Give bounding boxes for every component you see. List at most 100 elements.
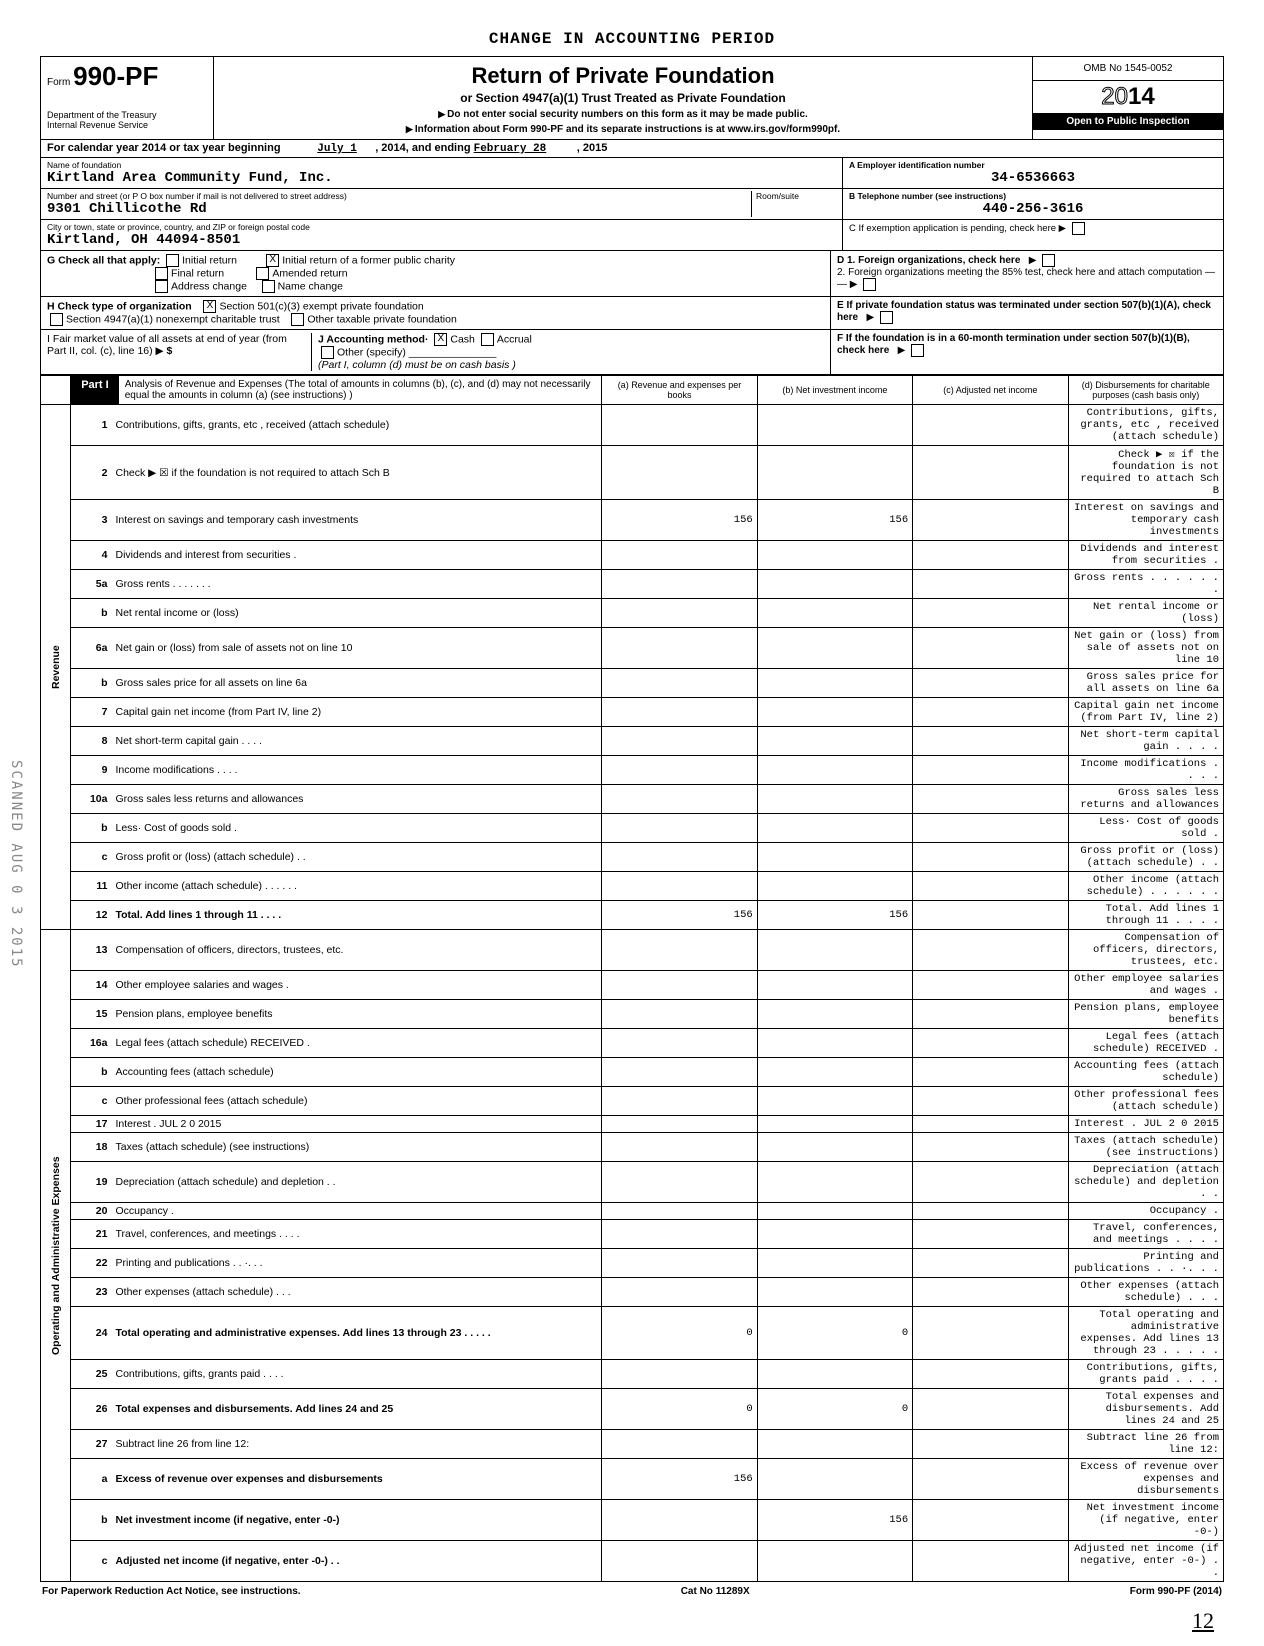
value-col-b [757, 1000, 912, 1029]
value-col-a [602, 1087, 757, 1116]
line-desc: Other expenses (attach schedule) . . . [111, 1278, 601, 1307]
value-col-c [913, 1389, 1068, 1430]
h-4947[interactable] [50, 313, 63, 326]
line-number: 4 [71, 541, 112, 570]
addr-label: Number and street (or P O box number if … [47, 191, 751, 201]
value-col-c [913, 1459, 1068, 1500]
line-number: 22 [71, 1249, 112, 1278]
value-col-c [913, 843, 1068, 872]
value-col-a [602, 785, 757, 814]
value-col-a [602, 1360, 757, 1389]
value-col-d: Compensation of officers, directors, tru… [1068, 930, 1223, 971]
value-col-a [602, 698, 757, 727]
line-desc: Legal fees (attach schedule) RECEIVED . [111, 1029, 601, 1058]
value-col-d: Interest . JUL 2 0 2015 [1068, 1116, 1223, 1133]
value-col-a: 156 [602, 500, 757, 541]
line-number: b [71, 814, 112, 843]
line-number: 14 [71, 971, 112, 1000]
value-col-c [913, 1000, 1068, 1029]
g-final-return[interactable] [155, 267, 168, 280]
line-number: 25 [71, 1360, 112, 1389]
value-col-c [913, 1116, 1068, 1133]
line-number: 20 [71, 1203, 112, 1220]
value-col-a [602, 727, 757, 756]
line-number: 23 [71, 1278, 112, 1307]
value-col-a: 0 [602, 1389, 757, 1430]
g-name-change[interactable] [262, 280, 275, 293]
d2-checkbox[interactable] [863, 278, 876, 291]
page-number-handwritten: 12 [1192, 1608, 1214, 1634]
value-col-d: Accounting fees (attach schedule) [1068, 1058, 1223, 1087]
form-header: Form 990-PF Department of the Treasury I… [40, 56, 1224, 139]
value-col-a [602, 669, 757, 698]
value-col-b [757, 756, 912, 785]
line-desc: Travel, conferences, and meetings . . . … [111, 1220, 601, 1249]
value-col-b: 156 [757, 1500, 912, 1541]
line-number: 19 [71, 1162, 112, 1203]
line-number: 2 [71, 446, 112, 500]
side-label-revenue: Revenue [41, 405, 71, 930]
value-col-c [913, 1307, 1068, 1360]
line-number: 16a [71, 1029, 112, 1058]
g-initial-return[interactable] [166, 254, 179, 267]
scanned-stamp-side: SCANNED AUG 0 3 2015 [8, 760, 24, 969]
col-d-header: (d) Disbursements for charitable purpose… [1068, 376, 1223, 405]
foundation-name: Kirtland Area Community Fund, Inc. [47, 170, 836, 186]
footer-right: Form 990-PF (2014) [1130, 1586, 1222, 1597]
value-col-c [913, 930, 1068, 971]
value-col-c [913, 669, 1068, 698]
d1-checkbox[interactable] [1042, 254, 1055, 267]
value-col-a [602, 814, 757, 843]
value-col-d: Pension plans, employee benefits [1068, 1000, 1223, 1029]
line-desc: Contributions, gifts, grants paid . . . … [111, 1360, 601, 1389]
row-ij: I Fair market value of all assets at end… [40, 329, 1224, 375]
line-number: c [71, 1087, 112, 1116]
form-number: Form 990-PF [47, 61, 207, 92]
value-col-a: 156 [602, 901, 757, 930]
value-col-b [757, 405, 912, 446]
value-col-c [913, 1249, 1068, 1278]
value-col-d: Other employee salaries and wages . [1068, 971, 1223, 1000]
ein-label: A Employer identification number [849, 160, 1217, 170]
value-col-b [757, 570, 912, 599]
part1-label: Part I [71, 376, 119, 404]
value-col-a [602, 1220, 757, 1249]
value-col-c [913, 500, 1068, 541]
e-checkbox[interactable] [880, 311, 893, 324]
line-number: 6a [71, 628, 112, 669]
row-h: H Check type of organization XSection 50… [40, 296, 1224, 329]
line-number: 5a [71, 570, 112, 599]
j-cash[interactable]: X [434, 333, 447, 346]
value-col-a [602, 405, 757, 446]
line-number: b [71, 1500, 112, 1541]
value-col-d: Total expenses and disbursements. Add li… [1068, 1389, 1223, 1430]
value-col-a [602, 872, 757, 901]
value-col-c [913, 1430, 1068, 1459]
f-checkbox[interactable] [911, 344, 924, 357]
value-col-d: Less· Cost of goods sold . [1068, 814, 1223, 843]
line-number: a [71, 1459, 112, 1500]
value-col-d: Other income (attach schedule) . . . . .… [1068, 872, 1223, 901]
line-desc: Total operating and administrative expen… [111, 1307, 601, 1360]
h-other[interactable] [291, 313, 304, 326]
g-former-public[interactable]: X [266, 254, 279, 267]
value-col-a [602, 1249, 757, 1278]
value-col-b [757, 814, 912, 843]
line-desc: Interest . JUL 2 0 2015 [111, 1116, 601, 1133]
value-col-c [913, 727, 1068, 756]
value-col-b [757, 1116, 912, 1133]
h-501c3[interactable]: X [203, 300, 216, 313]
g-address-change[interactable] [155, 280, 168, 293]
value-col-b [757, 599, 912, 628]
tax-year-end: February 28 [474, 143, 547, 155]
j-accrual[interactable] [481, 333, 494, 346]
value-col-b [757, 1459, 912, 1500]
value-col-b [757, 541, 912, 570]
g-amended[interactable] [256, 267, 269, 280]
line-number: 9 [71, 756, 112, 785]
value-col-c [913, 570, 1068, 599]
value-col-b [757, 669, 912, 698]
j-other[interactable] [321, 346, 334, 359]
street-address: 9301 Chillicothe Rd [47, 201, 751, 217]
c-checkbox[interactable] [1072, 222, 1085, 235]
